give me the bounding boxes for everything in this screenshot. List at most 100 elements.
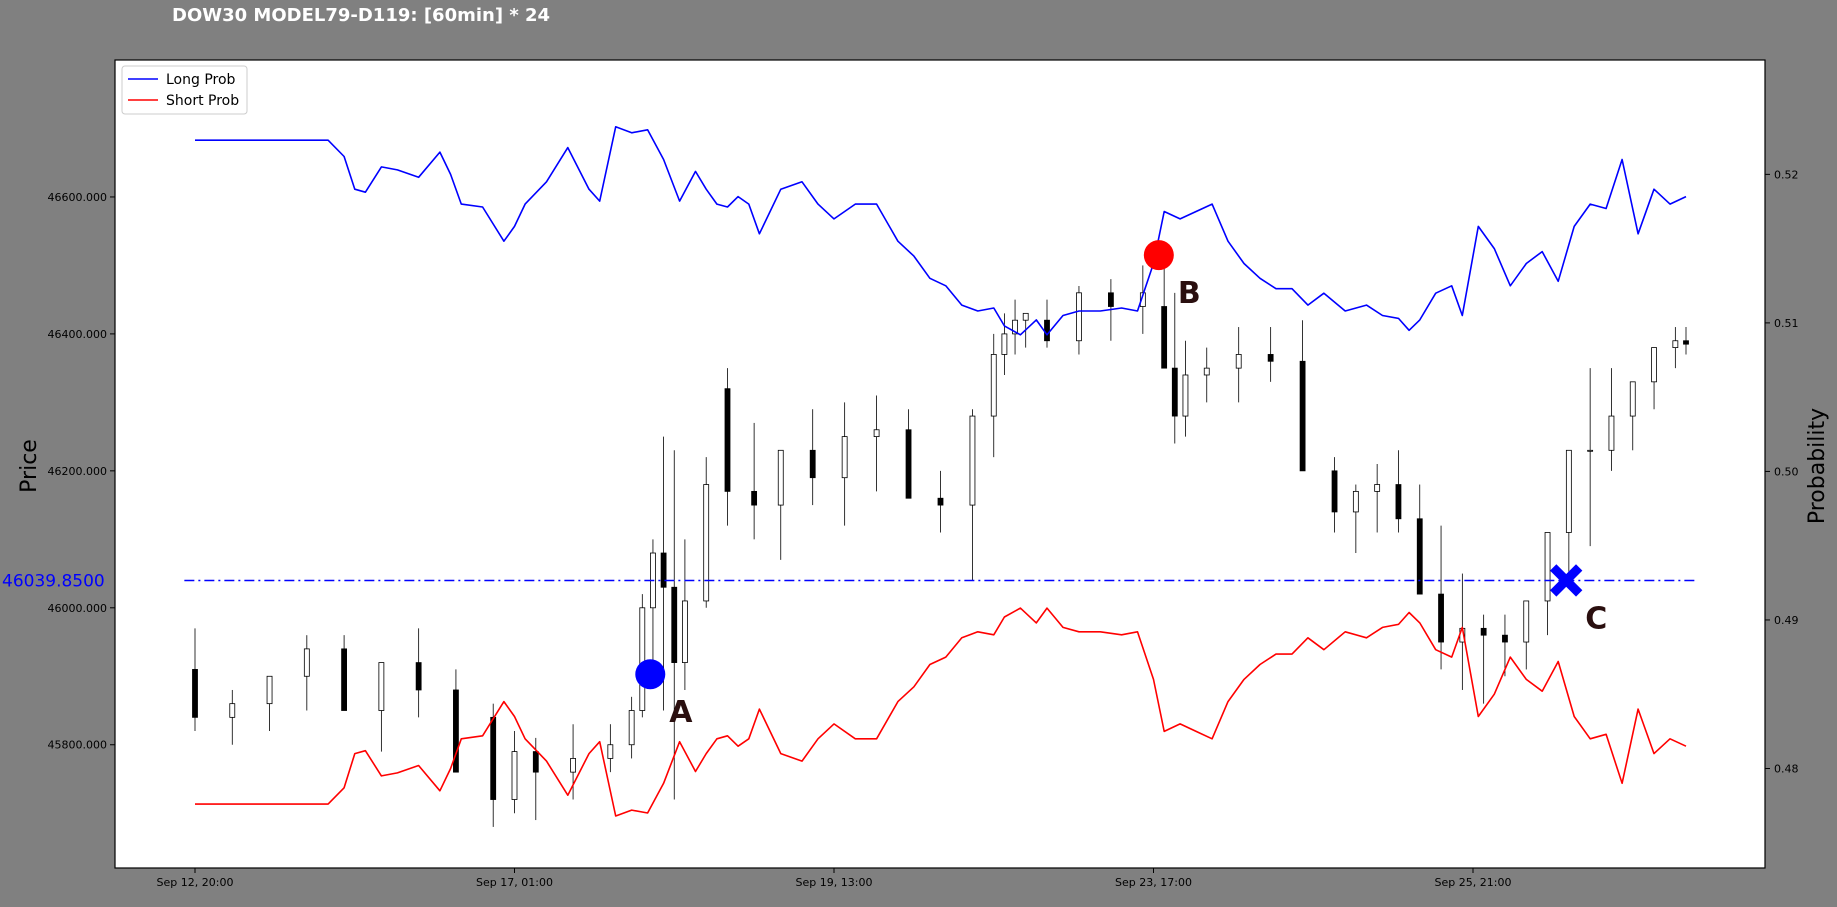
right-axis-label: Probability <box>1805 408 1830 524</box>
candle-body <box>1108 292 1114 307</box>
candlestick <box>969 409 976 581</box>
x-tick-label: Sep 19, 13:00 <box>796 876 873 889</box>
candle-body <box>841 436 848 479</box>
candlestick <box>1683 327 1689 355</box>
legend-box <box>121 65 248 115</box>
chart-title: DOW30 MODEL79-D119: [60min] * 24 <box>172 5 551 26</box>
candlestick <box>1299 320 1306 472</box>
legend-label-long: Long Prob <box>166 72 236 88</box>
candle-body <box>511 751 518 800</box>
candlestick <box>266 675 273 732</box>
candle-body <box>660 552 667 588</box>
candle-body <box>1565 449 1572 533</box>
right-tick-label: 0.52 <box>1774 168 1799 181</box>
candlestick <box>1672 327 1679 369</box>
left-tick-label: 45800.000 <box>48 739 108 752</box>
candlestick <box>1523 600 1530 670</box>
candlestick <box>777 449 784 560</box>
marker-label-c: C <box>1585 601 1607 636</box>
candle-body <box>1683 340 1689 345</box>
candle-body <box>415 662 422 691</box>
candle-body <box>671 586 678 663</box>
candlestick <box>1565 449 1572 581</box>
candlestick <box>1395 450 1402 533</box>
x-tick-label: Sep 23, 17:00 <box>1115 876 1192 889</box>
candlestick <box>841 402 848 526</box>
candlestick <box>532 737 539 821</box>
x-axis-ticks: Sep 12, 20:00 Sep 17, 01:00 Sep 19, 13:00 S… <box>157 868 1511 889</box>
candlestick <box>1331 457 1338 533</box>
candlestick <box>682 539 688 690</box>
candlestick <box>570 724 576 800</box>
candle-body <box>751 490 758 506</box>
candle-body <box>937 497 944 506</box>
candlestick <box>628 696 635 759</box>
candlestick <box>1001 313 1008 375</box>
candle-body <box>1438 593 1444 643</box>
candle-body <box>570 758 576 773</box>
right-axis-ticks: 0.48 0.49 0.50 0.51 0.52 <box>1765 168 1799 775</box>
plot-area <box>114 59 1766 869</box>
candlestick <box>1352 484 1359 554</box>
candle-body <box>1022 312 1029 321</box>
candle-body <box>990 354 997 417</box>
candlestick <box>1438 525 1444 670</box>
left-tick-label: 46000.000 <box>48 602 108 615</box>
candle-body <box>341 648 348 711</box>
left-tick-label: 46600.000 <box>48 191 108 204</box>
marker-c <box>1550 564 1583 597</box>
candlestick <box>1480 614 1487 704</box>
series-line-long-prob <box>195 126 1687 336</box>
candle-body <box>873 429 880 438</box>
candlestick <box>1374 464 1381 533</box>
candlestick <box>341 635 348 711</box>
candle-body <box>724 388 731 492</box>
candle-body <box>1299 360 1306 472</box>
reference-line-label: 46039.8500 <box>2 572 105 592</box>
candlestick <box>1587 368 1594 547</box>
candle-body <box>1012 319 1018 335</box>
candlestick <box>1182 340 1189 437</box>
candlestick <box>724 368 731 526</box>
candle-body <box>1161 306 1168 369</box>
candlestick <box>511 731 518 814</box>
candle-body <box>1203 367 1210 376</box>
candlestick <box>1012 299 1018 355</box>
marker-b <box>1143 240 1174 271</box>
candlestick <box>1235 327 1242 403</box>
candle-body <box>1651 347 1657 383</box>
candlestick <box>1171 292 1178 444</box>
right-tick-label: 0.51 <box>1774 317 1799 330</box>
candle-body <box>1523 600 1530 643</box>
marker-a <box>635 659 666 690</box>
candle-body <box>1608 415 1615 451</box>
candle-body <box>1076 292 1082 342</box>
candlestick <box>990 333 997 458</box>
left-tick-label: 46400.000 <box>48 328 108 341</box>
candlestick <box>1502 614 1508 677</box>
candlestick <box>1416 484 1423 595</box>
candle-body <box>1182 374 1189 417</box>
candle-body <box>1044 319 1050 342</box>
candlestick <box>660 436 667 711</box>
candlestick <box>671 450 678 800</box>
candlestick <box>192 628 198 732</box>
candlestick <box>639 594 646 718</box>
candlestick <box>415 628 422 718</box>
candlestick <box>1608 368 1615 471</box>
marker-label-b: B <box>1178 276 1201 311</box>
candlestick <box>1651 347 1657 410</box>
marker-label-a: A <box>669 695 693 730</box>
candle-body <box>1416 518 1423 595</box>
candlestick <box>703 457 710 608</box>
candlesticks <box>192 251 1689 827</box>
candle-body <box>1544 532 1551 602</box>
candle-body <box>229 703 236 718</box>
candle-body <box>1374 484 1381 492</box>
candle-body <box>378 662 385 711</box>
candle-body <box>453 689 459 773</box>
candle-body <box>266 675 273 705</box>
candle-body <box>639 607 646 711</box>
candlestick <box>1629 381 1636 451</box>
